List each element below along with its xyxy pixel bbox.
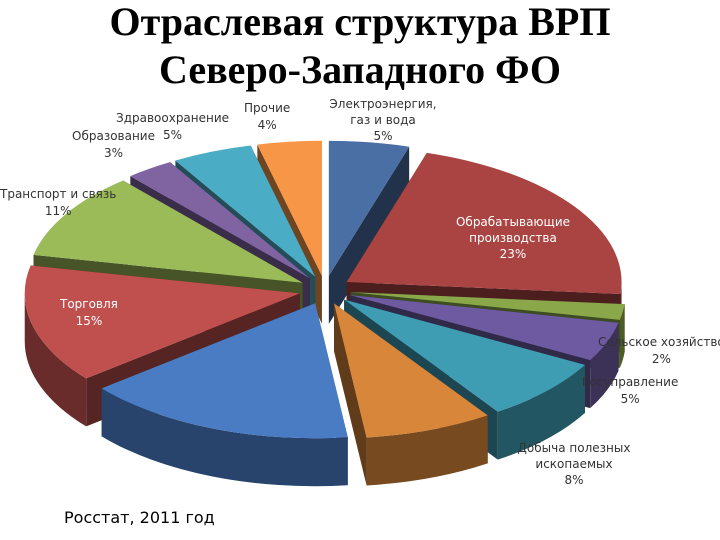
slice-label-manufacturing: Обрабатывающие производства 23%	[448, 214, 578, 263]
pie-top-layer	[24, 140, 625, 439]
slice-label-electricity-value: 5%	[373, 129, 393, 143]
slice-label-healthcare: Здравоохранение 5%	[116, 110, 229, 144]
slice-label-transport: Транспорт и связь 11%	[0, 186, 116, 220]
pie-slice-9	[130, 162, 310, 279]
pie-slice-2-outer-side	[619, 304, 625, 368]
slice-label-government: Госуправление 5%	[582, 374, 678, 408]
slice-label-agriculture: Сельское хозяйство 2%	[598, 334, 720, 368]
pie-slice-unlabeled-6	[101, 303, 348, 439]
slice-label-healthcare-name: Здравоохранение	[116, 111, 230, 125]
pie-slice-4-outer-side	[497, 364, 586, 460]
chart-title-line-2: Северо-Западного ФО	[158, 47, 562, 92]
pie-slice-3-outer-side	[590, 322, 619, 409]
pie-slice-5-inner-face-1	[334, 303, 367, 486]
slice-label-mining-name: Добыча полезных ископаемых	[517, 441, 631, 471]
slice-label-trade-name: Торговля	[60, 297, 118, 311]
slice-label-government-value: 5%	[620, 392, 640, 406]
slice-label-education: Образование 3%	[72, 128, 155, 162]
pie-slice-0	[328, 140, 410, 276]
slice-label-electricity: Электроэнергия, газ и вода 5%	[318, 96, 448, 145]
slice-label-other: Прочие 4%	[244, 100, 290, 134]
pie-slice-8	[33, 180, 303, 283]
slice-label-agriculture-name: Сельское хозяйство	[598, 335, 720, 349]
slice-label-trade-value: 15%	[75, 314, 103, 328]
pie-slice-11	[257, 140, 322, 276]
slice-label-transport-name: Транспорт и связь	[0, 187, 117, 201]
slice-label-agriculture-value: 2%	[651, 352, 671, 366]
pie-slice-2	[350, 292, 625, 320]
slice-label-trade: Торговля 15%	[60, 296, 118, 330]
slice-label-other-name: Прочие	[244, 101, 291, 115]
slice-label-manufacturing-name: Обрабатывающие производства	[455, 215, 571, 245]
slice-label-other-value: 4%	[257, 118, 277, 132]
pie-slice-7-outer-side	[24, 293, 87, 427]
slice-label-mining: Добыча полезных ископаемых 8%	[506, 440, 642, 489]
slice-label-electricity-name: Электроэнергия, газ и вода	[329, 97, 437, 127]
pie-slice-1	[346, 152, 622, 294]
chart-title-line-1: Отраслевая структура ВРП	[109, 0, 611, 44]
slice-label-mining-value: 8%	[564, 473, 584, 487]
pie-slice-unlabeled-5	[334, 303, 488, 438]
slice-label-transport-value: 11%	[44, 204, 72, 218]
pie-slice-3	[349, 294, 619, 361]
source-note: Росстат, 2011 год	[64, 508, 215, 527]
pie-slice-4	[344, 299, 586, 412]
slice-label-education-value: 3%	[103, 146, 124, 160]
pie-slice-7	[24, 265, 300, 379]
slice-label-education-name: Образование	[72, 129, 155, 143]
slice-label-healthcare-value: 5%	[163, 128, 183, 142]
pie-slice-6-outer-side	[101, 388, 348, 487]
pie-slice-10	[175, 145, 316, 277]
slice-label-manufacturing-value: 23%	[499, 247, 527, 261]
pie-slice-5-outer-side	[366, 415, 488, 486]
slice-label-government-name: Госуправление	[582, 375, 679, 389]
